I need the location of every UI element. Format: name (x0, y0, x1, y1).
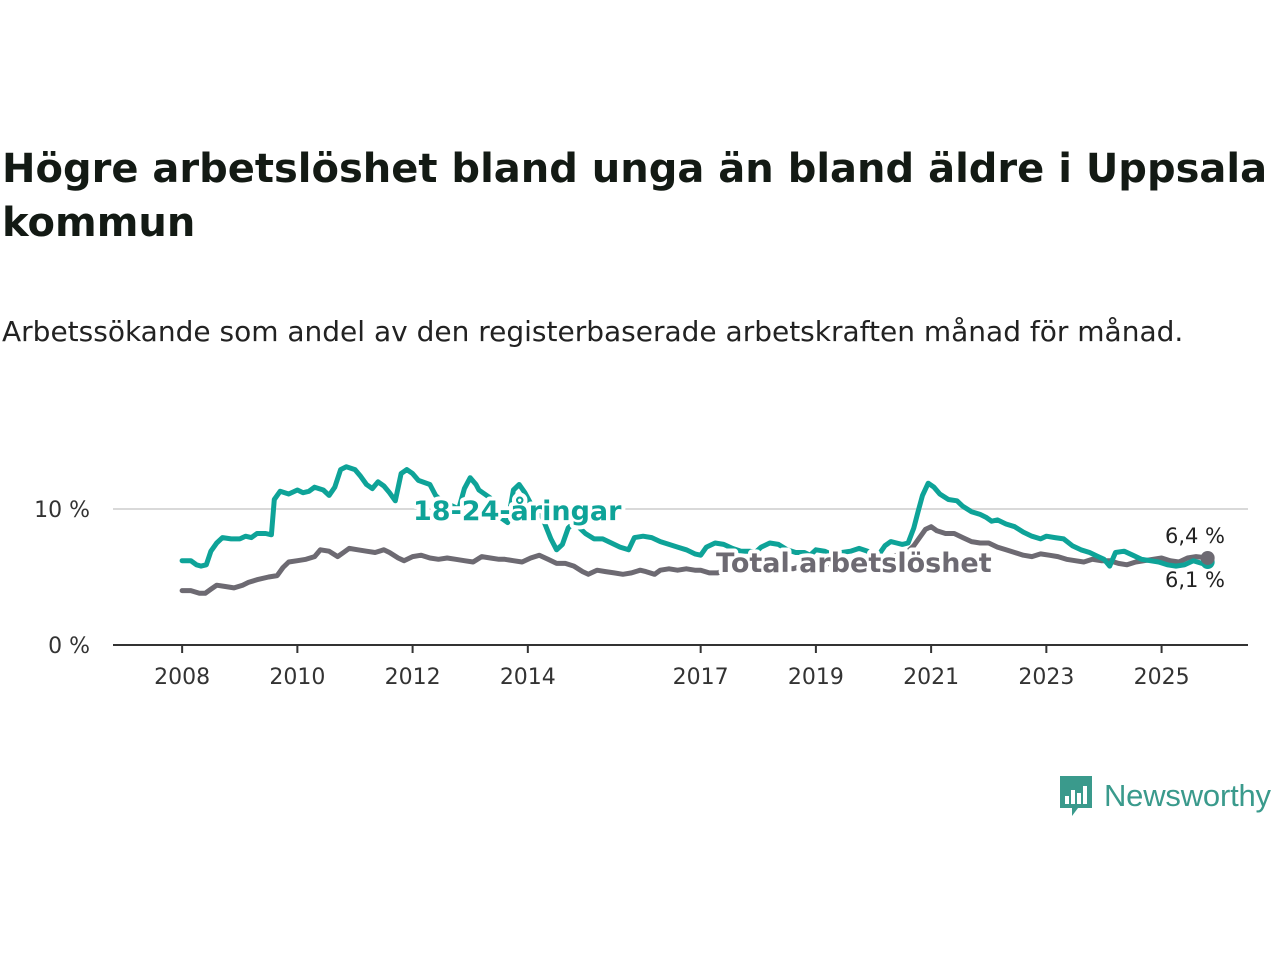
x-tick-label: 2012 (385, 665, 441, 690)
x-tick-label: 2010 (269, 665, 325, 690)
newsworthy-logo-icon (1060, 776, 1092, 816)
chart-title: Högre arbetslöshet bland unga än bland ä… (2, 146, 1268, 246)
x-tick-label: 2017 (673, 665, 729, 690)
series-layer (179, 464, 1215, 596)
x-tick-label: 2008 (154, 665, 210, 690)
brand-name: Newsworthy (1104, 778, 1271, 813)
series-label-total-halo: Total arbetslöshet (716, 548, 992, 579)
y-tick-label: 10 % (34, 498, 90, 523)
x-tick-label: 2023 (1018, 665, 1074, 690)
end-label-total: 6,4 % (1165, 524, 1225, 548)
x-tick-label: 2019 (788, 665, 844, 690)
x-tick-label: 2014 (500, 665, 556, 690)
newsworthy-logo: Newsworthy (1058, 774, 1271, 818)
end-label-youth: 6,1 % (1165, 568, 1225, 592)
chart-subtitle: Arbetssökande som andel av den registerb… (2, 315, 1184, 348)
series-end-marker-total (1200, 550, 1215, 565)
series-line-youth (179, 464, 1211, 569)
x-tick-label: 2021 (903, 665, 959, 690)
series-label-youth: 18-24-åringar (413, 495, 622, 527)
series-label-total: Total arbetslöshet (716, 548, 992, 579)
series-line-total (179, 524, 1211, 596)
y-tick-label: 0 % (48, 634, 90, 659)
series-label-youth-halo: 18-24-åringar (413, 495, 622, 527)
axis-layer: 0 % 10 % 2008 2010 2012 2014 2017 2019 2021 2023 2… (34, 498, 1248, 690)
x-tick-label: 2025 (1134, 665, 1190, 690)
